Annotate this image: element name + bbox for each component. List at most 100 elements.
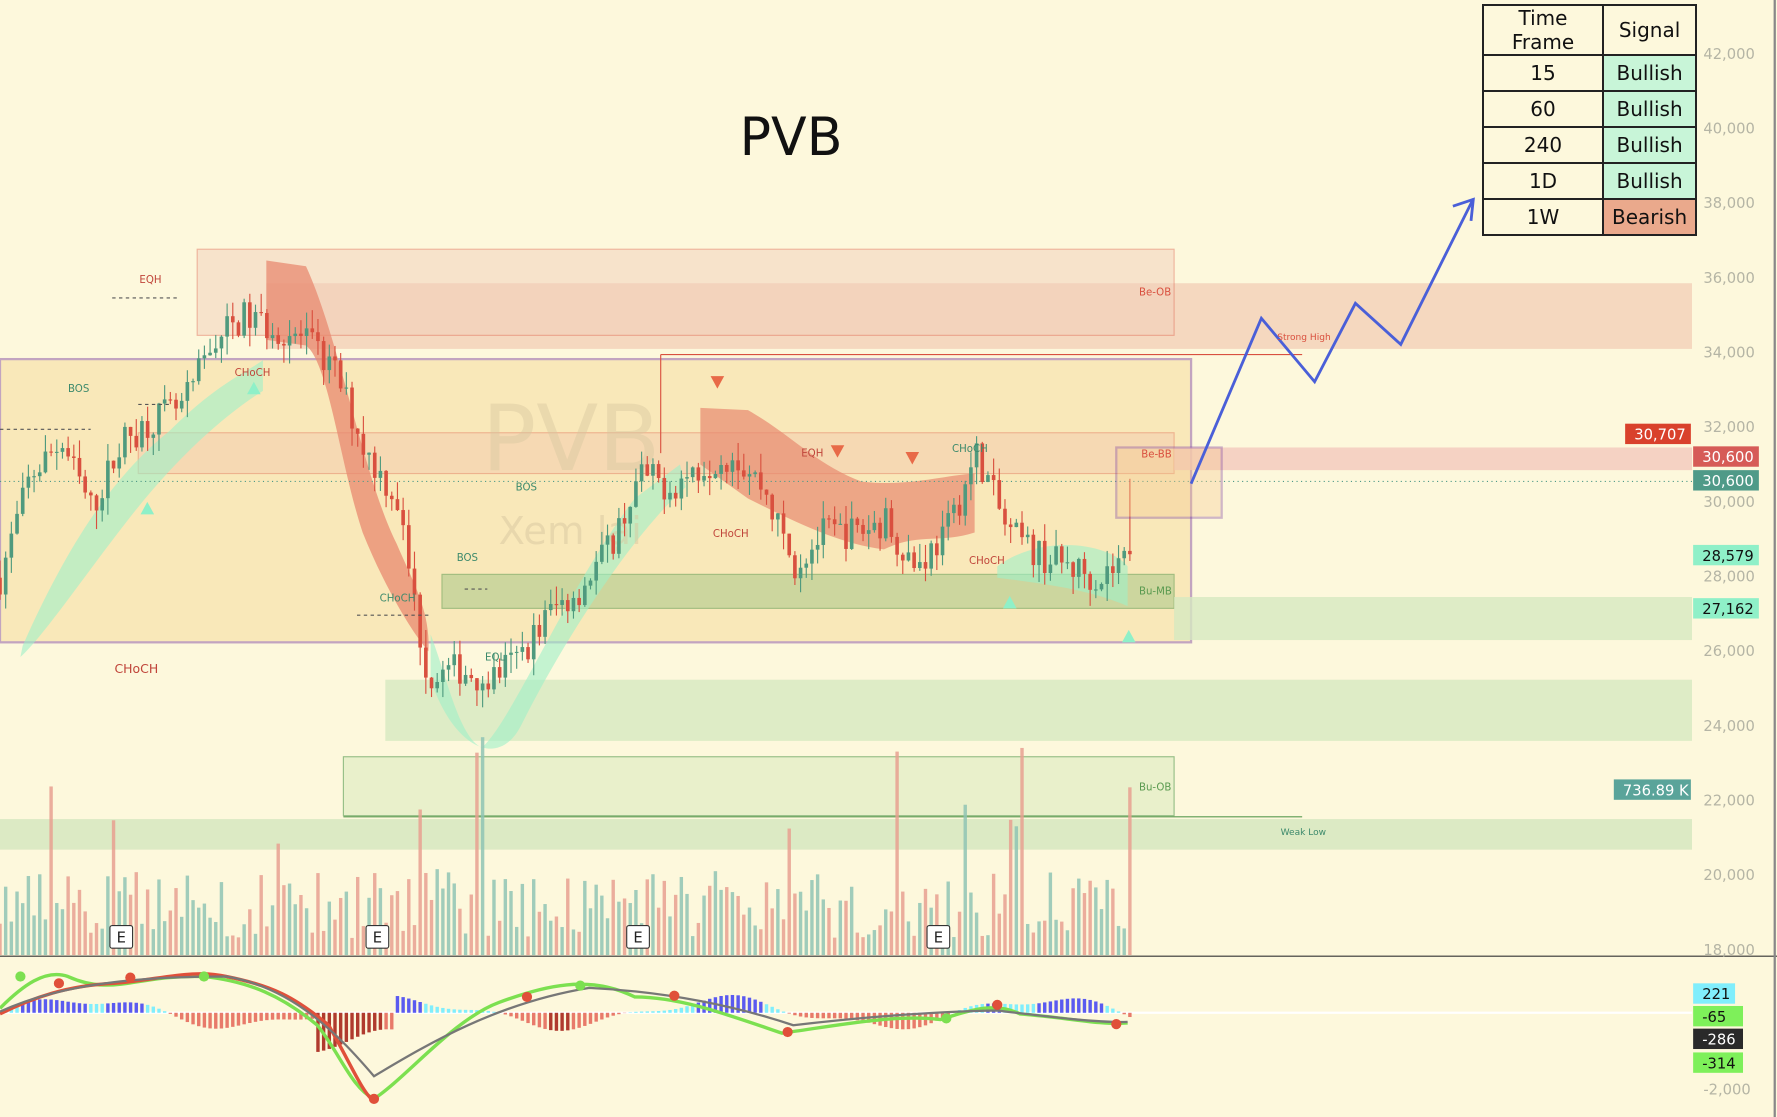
volume-bar <box>1054 919 1058 956</box>
volume-bar <box>747 907 752 956</box>
volume-bar <box>844 900 848 956</box>
candle <box>838 513 843 525</box>
header-signal: Signal <box>1601 4 1698 56</box>
macd-histogram-bar <box>185 1012 190 1023</box>
svg-text:30,600: 30,600 <box>1702 449 1754 466</box>
volume-bar <box>321 930 326 956</box>
price-axis[interactable]: 42,000 40,000 38,000 36,000 34,000 32,000 30,0… <box>1703 46 1755 1098</box>
macd-histogram-bar <box>356 1012 360 1037</box>
volume-bar <box>901 891 905 956</box>
candle <box>849 501 854 550</box>
earnings-marker[interactable]: E <box>626 924 650 949</box>
candle <box>736 442 740 489</box>
volume-bar <box>287 883 292 956</box>
earnings-marker[interactable]: E <box>109 924 134 949</box>
candle <box>287 320 292 364</box>
time-frame-cell: 1D <box>1482 162 1604 200</box>
candle <box>1042 524 1047 585</box>
macd-histogram-bar <box>730 994 735 1013</box>
macd-histogram-bar <box>174 1012 178 1017</box>
volume-bar <box>463 933 468 956</box>
candle <box>469 668 474 682</box>
projection-path <box>1189 198 1475 485</box>
volume-bar <box>923 888 928 956</box>
volume-bar <box>452 883 456 956</box>
volume-bar <box>390 895 394 956</box>
candle <box>503 642 508 687</box>
volume-bar <box>526 936 530 956</box>
macd-cross-dot <box>125 972 136 983</box>
macd-histogram-bar <box>32 999 36 1013</box>
macd-histogram-bar <box>236 1012 241 1026</box>
volume-bar <box>509 891 513 956</box>
svg-text:E: E <box>934 930 943 947</box>
macd-histogram-bar <box>333 1012 337 1047</box>
candle <box>969 452 973 501</box>
volume-bar <box>957 911 962 956</box>
macd-histogram-bar <box>276 1012 280 1020</box>
volume-bar <box>514 926 519 956</box>
volume-bar <box>1077 878 1081 956</box>
earnings-marker[interactable]: E <box>926 924 951 949</box>
volume-bar <box>219 882 224 956</box>
candle <box>140 416 144 452</box>
signal-cell: Bullish <box>1601 90 1698 128</box>
macd-histogram-bar <box>384 1012 388 1030</box>
macd-histogram-bar <box>656 1011 661 1013</box>
volume-bar <box>804 910 808 956</box>
macd-histogram-bar <box>134 1002 138 1013</box>
structure-label: CHoCH <box>952 444 988 455</box>
volume-bar <box>787 828 791 956</box>
macd-cross-dot <box>15 971 26 982</box>
demand-band <box>385 679 1693 741</box>
candle <box>77 440 82 484</box>
axis-tick-label: 32,000 <box>1703 419 1755 436</box>
macd-histogram-bar <box>566 1012 570 1031</box>
svg-text:736.89 K: 736.89 K <box>1623 782 1689 799</box>
structure-label: EQH <box>139 275 161 286</box>
macd-cross-dot <box>198 971 210 982</box>
signal-cell: Bullish <box>1601 162 1698 200</box>
candle <box>520 631 525 661</box>
candle <box>15 500 19 535</box>
candle <box>361 416 366 468</box>
candle <box>1059 543 1064 574</box>
macd-histogram-bar <box>634 1011 638 1013</box>
macd-histogram-bar <box>282 1012 286 1020</box>
svg-text:221: 221 <box>1702 986 1730 1003</box>
candle <box>668 481 672 508</box>
table-row: 60 Bullish <box>1482 90 1698 128</box>
candle <box>776 512 780 537</box>
volume-bar <box>986 935 990 956</box>
volume-bar <box>458 908 462 956</box>
candle <box>355 428 360 447</box>
macd-histogram-bar <box>1116 1011 1121 1013</box>
macd-histogram-bar <box>253 1012 258 1022</box>
macd-histogram-bar <box>832 1012 837 1019</box>
volume-bar <box>441 888 445 956</box>
volume-bar <box>338 897 343 956</box>
volume-bar <box>537 911 542 956</box>
volume-bar <box>242 924 246 956</box>
candle <box>395 482 400 512</box>
macd-histogram-bar <box>344 1012 349 1042</box>
candle <box>1031 529 1036 578</box>
axis-tick-label: 30,000 <box>1703 494 1755 511</box>
candle <box>213 334 218 359</box>
macd-histogram-bar <box>651 1011 655 1013</box>
candle <box>179 392 184 413</box>
candle <box>191 378 195 392</box>
volume-bar <box>719 889 723 956</box>
macd-cross-dot <box>992 999 1003 1010</box>
candle <box>571 591 576 619</box>
macd-histogram-bar <box>492 1011 496 1013</box>
macd-histogram-bar <box>1094 1001 1098 1013</box>
volume-bar <box>446 872 451 956</box>
table-row: 15 Bullish <box>1482 54 1698 92</box>
volume-bar <box>503 879 508 956</box>
macd-value-label: -65 <box>1693 1005 1744 1027</box>
macd-cross-dot <box>53 978 65 989</box>
earnings-marker[interactable]: E <box>365 924 390 949</box>
candle <box>0 560 2 600</box>
